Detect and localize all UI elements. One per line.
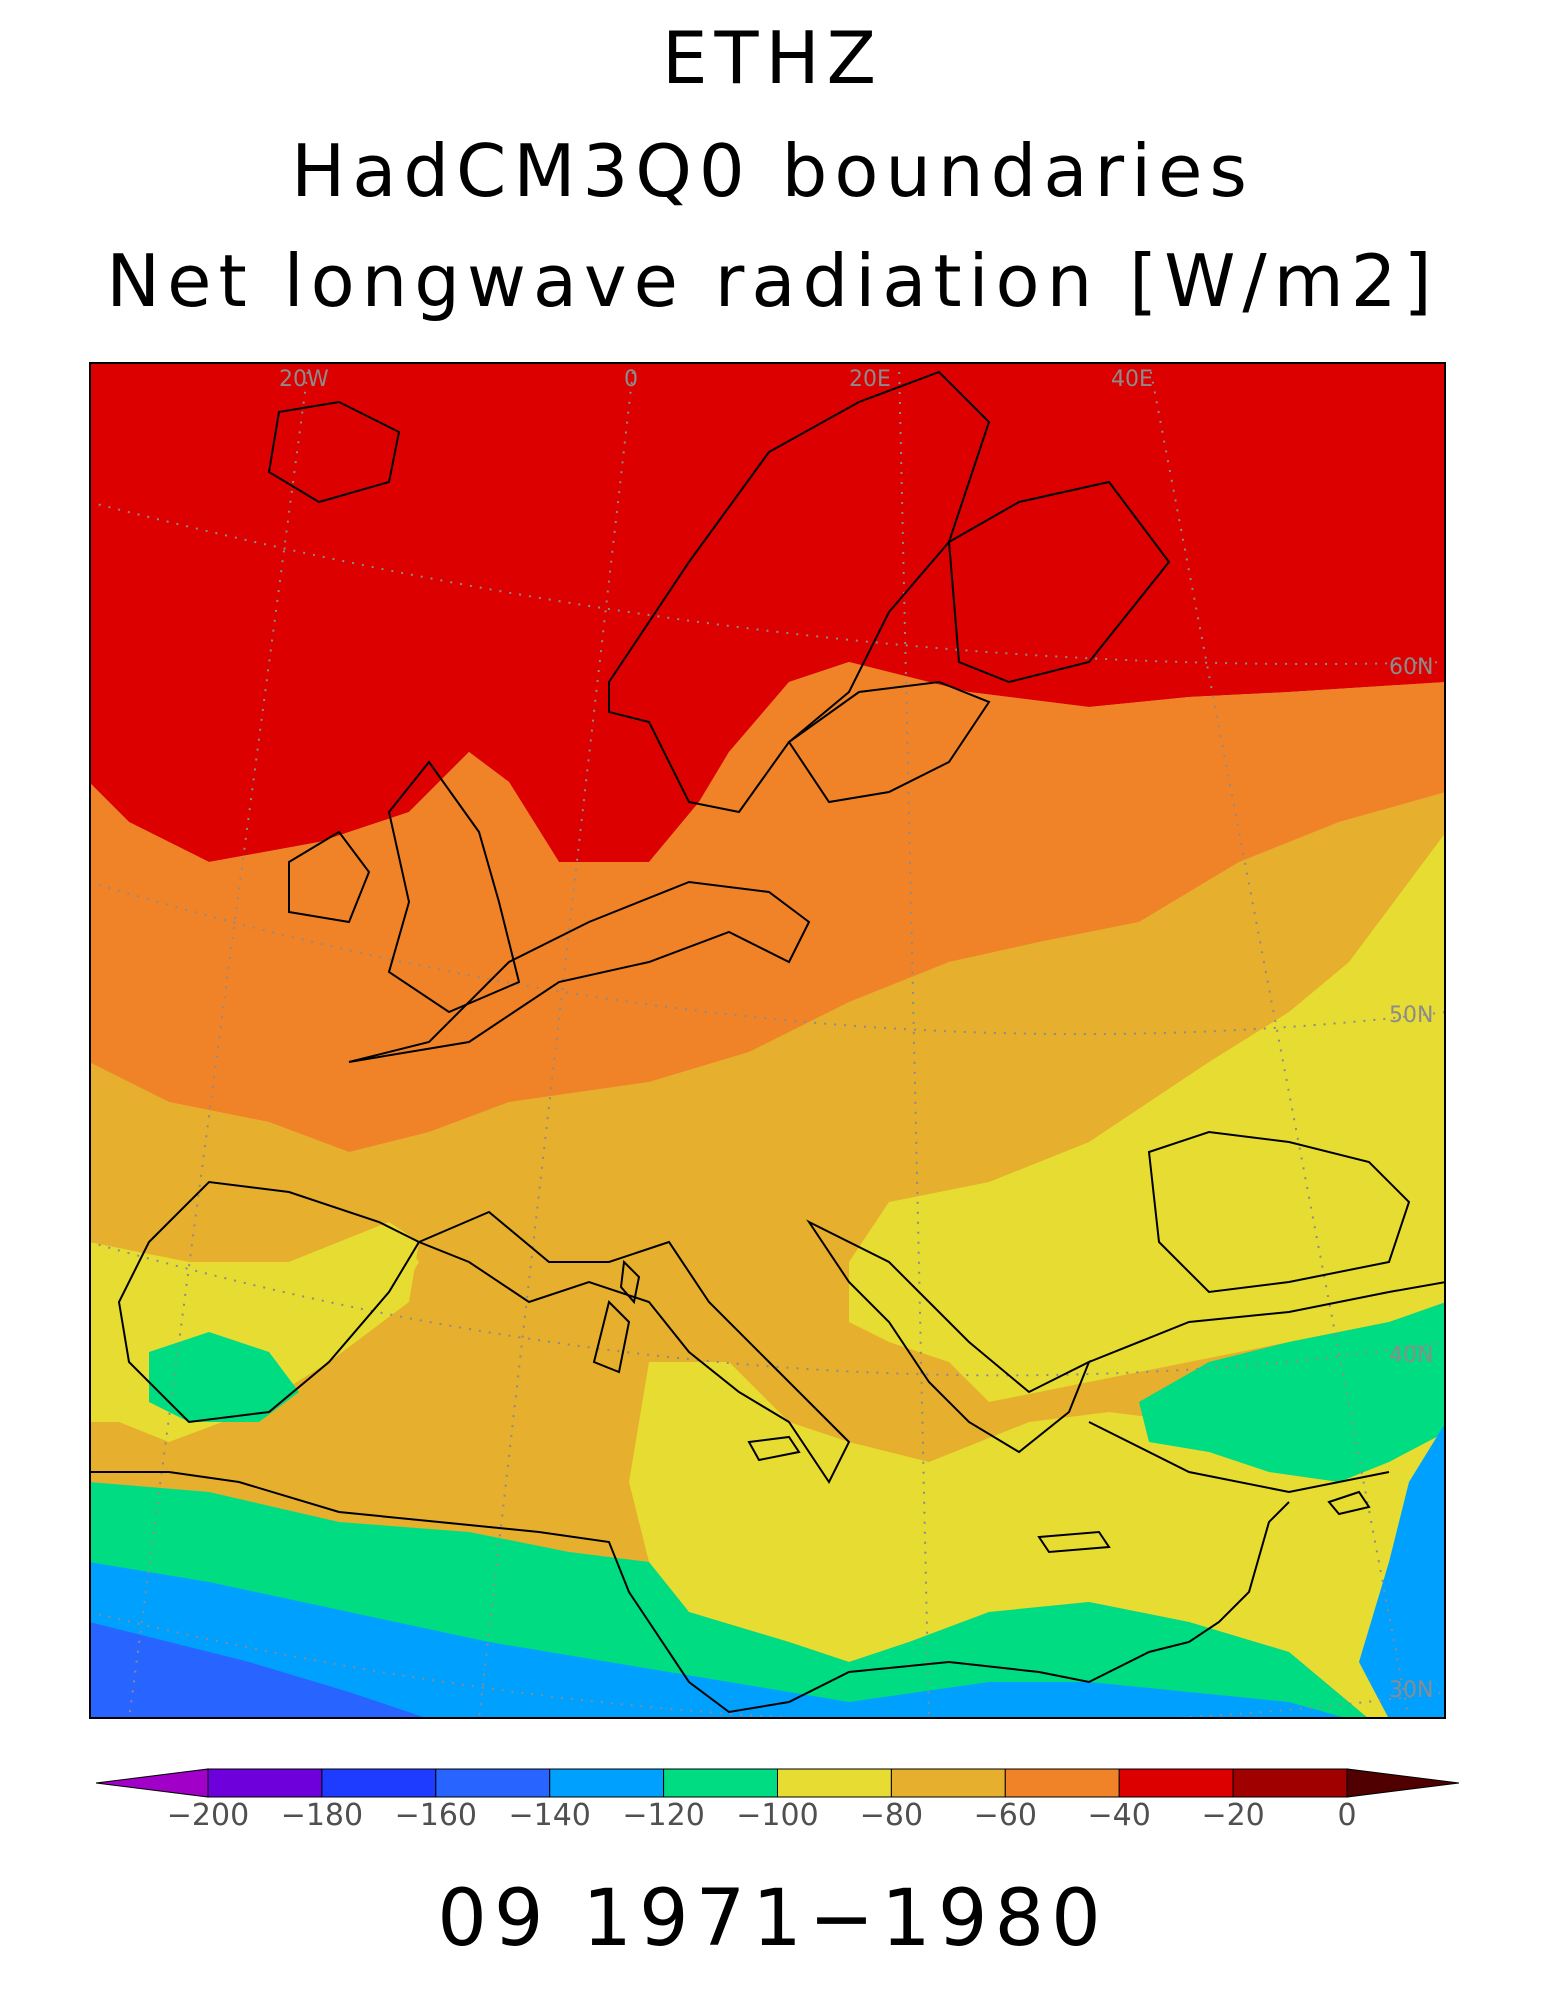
colorbar-underflow-triangle [96, 1768, 209, 1798]
coastlines [89, 370, 1446, 1714]
meridian-20e [898, 362, 930, 1719]
lon-label-40e: 40E [1111, 367, 1153, 392]
colorbar-box [890, 1768, 1006, 1798]
colorbar-tick-label: −120 [622, 1798, 704, 1827]
title-line-2: HadCM3Q0 boundaries [291, 129, 1254, 213]
graticule-labels: 20W 0 20E 40E 60N 50N 40N 30N [279, 367, 1433, 1703]
colorbar-tick-label: −140 [508, 1798, 590, 1827]
colorbar-box [207, 1768, 323, 1798]
title-line-1: ETHZ [662, 16, 883, 100]
colorbar: −200 −180 −160 −140 −120 −100 −80 −60 −40 −20 0 [96, 1768, 1459, 1827]
meridian-20w [128, 362, 310, 1719]
coast-sardinia [592, 1300, 631, 1374]
coast-ireland [288, 830, 371, 924]
colorbar-box [1004, 1768, 1120, 1798]
coast-iberia [117, 1180, 421, 1424]
colorbar-box [1118, 1768, 1234, 1798]
colorbar-tick-label: −160 [395, 1798, 477, 1827]
lat-label-50n: 50N [1389, 1003, 1433, 1028]
colorbar-box [663, 1768, 778, 1798]
colorbar-tick-label: −40 [1088, 1798, 1151, 1827]
coast-corsica [619, 1259, 641, 1305]
colorbar-box [321, 1768, 437, 1798]
field-lightblue-sahara [89, 1562, 1349, 1719]
coast-cyprus [1327, 1490, 1371, 1516]
lat-label-40n: 40N [1389, 1343, 1433, 1368]
colorbar-tick-label: 0 [1337, 1798, 1356, 1827]
field-green-morocco [149, 1332, 299, 1422]
lon-label-20e: 20E [849, 367, 891, 392]
colorbar-segments [96, 1768, 1459, 1798]
title-line-3: Net longwave radiation [W/m2] [106, 239, 1439, 323]
period-label: 09 1971−1980 [437, 1874, 1108, 1964]
field-yellow-east [849, 832, 1446, 1402]
meridian-40e [1148, 362, 1410, 1719]
colorbar-tick-label: −200 [167, 1798, 249, 1827]
coast-north-europe [348, 880, 811, 1063]
lon-label-20w: 20W [279, 367, 329, 392]
coast-britain [387, 760, 521, 1014]
lon-label-0: 0 [624, 367, 638, 392]
lat-label-60n: 60N [1389, 655, 1433, 680]
coast-turkey [1088, 1281, 1446, 1494]
colorbar-tick-label: −20 [1201, 1798, 1264, 1827]
radiation-map: 20W 0 20E 40E 60N 50N 40N 30N [89, 362, 1446, 1719]
parallel-60n [89, 501, 1446, 665]
coast-crete [1037, 1530, 1111, 1554]
colorbar-overflow-triangle [1346, 1768, 1459, 1798]
coast-finland [947, 480, 1171, 684]
coast-france-italy [416, 1210, 851, 1484]
colorbar-tick-label: −80 [860, 1798, 923, 1827]
coast-sicily [747, 1435, 801, 1462]
coast-north-africa [89, 1471, 1290, 1714]
field-green-turkey [1139, 1302, 1446, 1482]
colorbar-labels: −200 −180 −160 −140 −120 −100 −80 −60 −40 −20 0 [167, 1798, 1357, 1827]
colorbar-box [435, 1768, 551, 1798]
field-bands [89, 362, 1446, 1719]
colorbar-tick-label: −100 [736, 1798, 818, 1827]
coast-black-sea [1147, 1130, 1411, 1294]
coast-iceland [267, 400, 401, 504]
colorbar-box [1232, 1768, 1348, 1798]
colorbar-tick-label: −60 [974, 1798, 1037, 1827]
colorbar-tick-label: −180 [281, 1798, 363, 1827]
parallel-40n [89, 1241, 1446, 1377]
colorbar-box [777, 1768, 892, 1798]
field-lightblue-mideast [1359, 1422, 1446, 1719]
map-frame [89, 362, 1446, 1719]
field-orange-central [89, 662, 1446, 1152]
coast-balkans [806, 1219, 1091, 1454]
field-lightorange [89, 792, 1446, 1262]
colorbar-box [549, 1768, 665, 1798]
field-red-north [89, 362, 1446, 862]
lat-label-30n: 30N [1389, 1678, 1433, 1703]
field-blue-sahara [89, 1622, 429, 1719]
coast-baltic [787, 680, 991, 804]
coast-scandinavia [608, 370, 991, 814]
graticule [89, 362, 1446, 1719]
